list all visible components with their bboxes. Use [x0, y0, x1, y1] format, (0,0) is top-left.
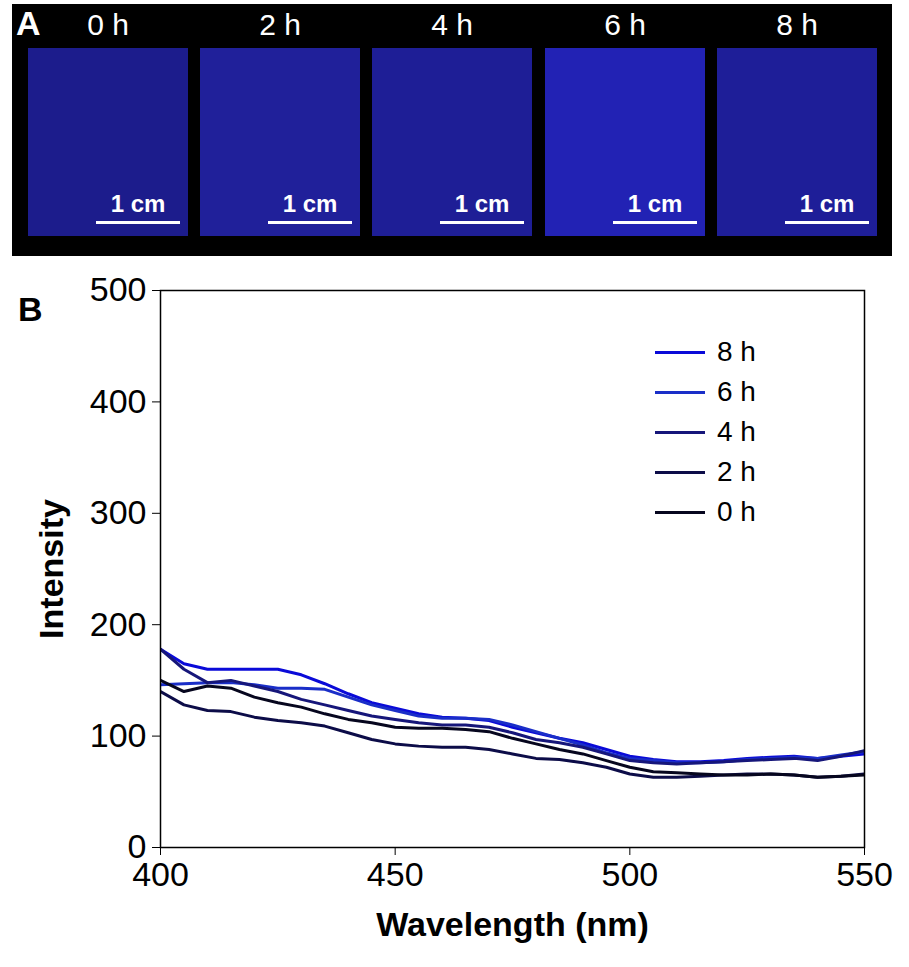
svg-text:100: 100: [90, 716, 147, 754]
html-text:6 h: 6 h: [604, 8, 646, 41]
html-text:6 h: 6 h: [717, 376, 756, 407]
svg-text:550: 550: [836, 855, 893, 893]
html-text:0 h: 0 h: [717, 496, 756, 527]
html-text:B: B: [18, 290, 43, 328]
svg-text:500: 500: [601, 855, 658, 893]
html-text:1 cm: 1 cm: [454, 190, 510, 217]
svg-text:Wavelength (nm): Wavelength (nm): [376, 905, 649, 943]
svg-text:500: 500: [90, 270, 147, 308]
html-text:8 h: 8 h: [776, 8, 818, 41]
html-text:A: A: [16, 4, 41, 42]
html-text:2 h: 2 h: [259, 8, 301, 41]
svg-text:300: 300: [90, 493, 147, 531]
html-text:1 cm: 1 cm: [110, 190, 166, 217]
svg-text:200: 200: [90, 605, 147, 643]
svg-text:400: 400: [90, 382, 147, 420]
html-text:1 cm: 1 cm: [799, 190, 855, 217]
html-text:0 h: 0 h: [87, 8, 129, 41]
html-text:1 cm: 1 cm: [627, 190, 683, 217]
svg-text:0: 0: [127, 827, 147, 866]
html-text:8 h: 8 h: [717, 336, 756, 367]
svg-text:450: 450: [367, 855, 424, 893]
html-text:4 h: 4 h: [431, 8, 473, 41]
svg-text:Intensity: Intensity: [32, 499, 70, 639]
html-text:1 cm: 1 cm: [282, 190, 338, 217]
svg-text:400: 400: [132, 855, 189, 893]
html-text:2 h: 2 h: [717, 456, 756, 487]
html-text:4 h: 4 h: [717, 416, 756, 447]
